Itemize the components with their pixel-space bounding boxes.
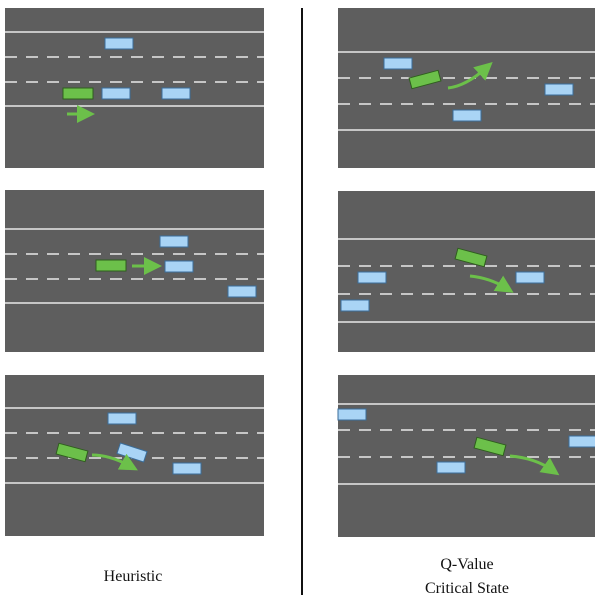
ego-vehicle [55, 442, 89, 463]
action-arrow [447, 61, 493, 90]
right-caption-line1: Q-Value [440, 556, 494, 573]
vehicle [337, 408, 367, 421]
ego-vehicle [454, 247, 488, 268]
ego-vehicle [408, 69, 442, 90]
vehicle [452, 109, 482, 122]
vehicle [159, 235, 189, 248]
left-caption: Heuristic [103, 568, 163, 585]
right-caption-line2: Critical State [425, 580, 509, 597]
action-arrow [469, 274, 514, 293]
vehicle [436, 461, 466, 474]
vehicle [544, 83, 574, 96]
vehicle [172, 462, 202, 475]
action-arrow [509, 454, 560, 476]
vehicle [161, 87, 191, 100]
vehicle [568, 435, 595, 448]
vehicle [357, 271, 387, 284]
vehicle [515, 271, 545, 284]
ego-vehicle [62, 87, 94, 100]
action-arrow [91, 453, 138, 471]
ego-vehicle [473, 436, 507, 457]
vehicle [227, 285, 257, 298]
vehicle [340, 299, 370, 312]
road-panel [5, 8, 264, 168]
vehicle [101, 87, 131, 100]
vehicle [164, 260, 194, 273]
road-panel [338, 375, 595, 537]
road-panel [5, 190, 264, 352]
vehicle [104, 37, 134, 50]
vehicle [107, 412, 137, 425]
ego-vehicle [95, 259, 127, 272]
vehicle [383, 57, 413, 70]
